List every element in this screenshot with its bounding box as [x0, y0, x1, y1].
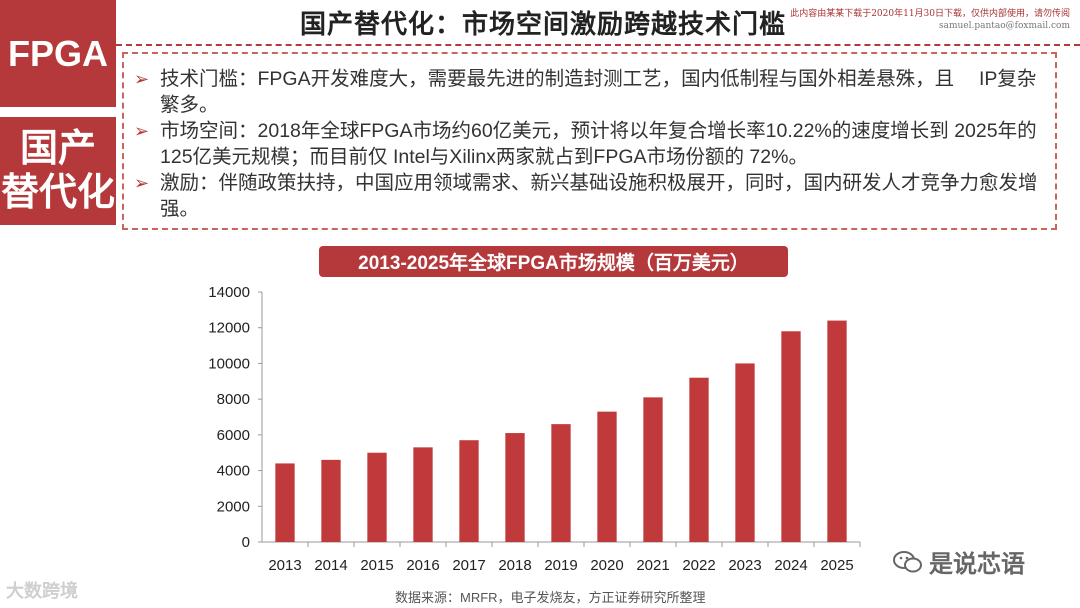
- y-tick-label: 6000: [217, 427, 250, 444]
- bar: [735, 363, 755, 542]
- arrow-bullet-icon: ➢: [134, 173, 150, 193]
- bar: [367, 452, 387, 542]
- download-notice-email: samuel.pantao@foxmail.com: [938, 21, 1070, 31]
- download-notice-line1: 此内容由某某下载于2020年11月30日下载，仅供内部使用，请勿传阅: [790, 9, 1070, 19]
- x-tick-label: 2022: [682, 557, 715, 574]
- y-tick-label: 2000: [217, 498, 250, 515]
- bar: [551, 424, 571, 542]
- x-tick-label: 2014: [314, 557, 347, 574]
- bar: [275, 463, 295, 542]
- wechat-icon: [893, 550, 922, 572]
- download-notice: 此内容由某某下载于2020年11月30日下载，仅供内部使用，请勿传阅 samue…: [790, 8, 1070, 32]
- bullet-list: ➢ 技术门槛：FPGA开发难度大，需要最先进的制造封测工艺，国内低制程与国外相差悬…: [124, 54, 1055, 222]
- localization-tag: 国产 替代化: [0, 117, 116, 225]
- bar: [827, 320, 847, 542]
- x-tick-label: 2017: [452, 557, 485, 574]
- bar: [643, 397, 663, 542]
- localization-tag-line2: 替代化: [0, 172, 115, 214]
- chart-title: 2013-2025年全球FPGA市场规模（百万美元）: [319, 246, 788, 277]
- bullet-item-threshold: ➢ 技术门槛：FPGA开发难度大，需要最先进的制造封测工艺，国内低制程与国外相差悬…: [134, 66, 1039, 118]
- fpga-tag-label: FPGA: [7, 32, 108, 74]
- bar: [597, 411, 617, 542]
- brand-right-label: 是说芯语: [929, 551, 1025, 578]
- x-tick-label: 2024: [774, 557, 807, 574]
- x-tick-label: 2015: [360, 557, 393, 574]
- bullet-box: ➢ 技术门槛：FPGA开发难度大，需要最先进的制造封测工艺，国内低制程与国外相差悬…: [122, 52, 1057, 230]
- bullet-item-incentive: ➢ 激励：伴随政策扶持，中国应用领域需求、新兴基础设施积极展开，同时，国内研发人才…: [134, 170, 1039, 222]
- bar: [505, 433, 525, 542]
- fpga-tag: FPGA: [0, 0, 116, 107]
- x-tick-label: 2016: [406, 557, 439, 574]
- y-tick-label: 8000: [217, 391, 250, 408]
- bar: [781, 331, 801, 542]
- x-tick-label: 2018: [498, 557, 531, 574]
- bar: [321, 459, 341, 542]
- bar: [459, 440, 479, 542]
- y-tick-label: 0: [242, 534, 250, 551]
- x-tick-label: 2023: [728, 557, 761, 574]
- bullet-text: 激励：伴随政策扶持，中国应用领域需求、新兴基础设施积极展开，同时，国内研发人才竞…: [160, 172, 1038, 220]
- y-tick-label: 12000: [208, 320, 250, 337]
- bullet-item-market: ➢ 市场空间：2018年全球FPGA市场约60亿美元，预计将以年复合增长率10.2…: [134, 118, 1039, 170]
- brand-watermark-left: 大数跨境: [6, 581, 78, 601]
- y-tick-label: 4000: [217, 463, 250, 480]
- y-tick-label: 14000: [208, 284, 250, 301]
- brand-watermark-right: 是说芯语: [893, 544, 1025, 579]
- title-divider: [116, 44, 1080, 46]
- y-tick-label: 10000: [208, 355, 250, 372]
- bar: [413, 447, 433, 542]
- arrow-bullet-icon: ➢: [134, 121, 150, 141]
- source-note: 数据来源：MRFR，电子发烧友，方正证券研究所整理: [395, 590, 706, 605]
- bullet-text: 市场空间：2018年全球FPGA市场约60亿美元，预计将以年复合增长率10.22…: [160, 120, 1037, 168]
- page-title: 国产替代化：市场空间激励跨越技术门槛: [300, 9, 787, 39]
- x-tick-label: 2013: [268, 557, 301, 574]
- x-tick-label: 2019: [544, 557, 577, 574]
- x-tick-label: 2021: [636, 557, 669, 574]
- localization-tag-line1: 国产: [19, 128, 96, 170]
- x-tick-label: 2020: [590, 557, 623, 574]
- bar: [689, 377, 709, 542]
- x-tick-label: 2025: [820, 557, 853, 574]
- arrow-bullet-icon: ➢: [134, 69, 150, 89]
- bullet-text: 技术门槛：FPGA开发难度大，需要最先进的制造封测工艺，国内低制程与国外相差悬殊…: [160, 68, 1037, 116]
